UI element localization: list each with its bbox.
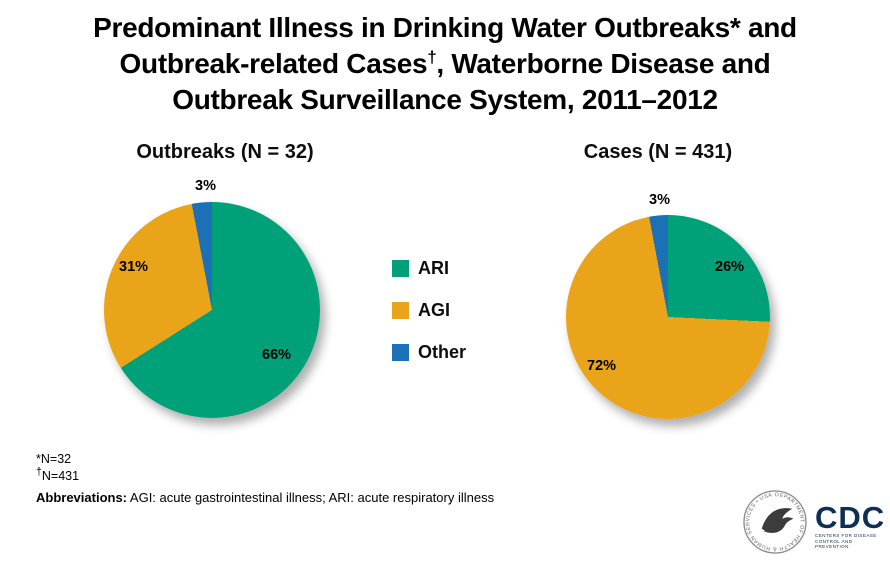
cases-other-percent-label: 3% — [649, 192, 670, 208]
cdc-logo-text: CDC — [815, 500, 886, 535]
footnote-n431-text: N=431 — [41, 469, 80, 484]
ari-legend-label: ARI — [418, 258, 449, 278]
footnote-n431: †N=431 — [36, 466, 79, 483]
cdc-caption-line-2: CONTROL AND PREVENTION — [815, 538, 853, 550]
hhs-eagle-seal-icon: DEPARTMENT OF HEALTH & HUMAN SERVICES • … — [743, 490, 807, 554]
footnote-n32: *N=32 — [36, 452, 71, 466]
legend-item-ari: ARI — [392, 258, 449, 279]
footnote-dagger: † — [36, 466, 42, 478]
hhs-logo: DEPARTMENT OF HEALTH & HUMAN SERVICES • … — [742, 489, 808, 560]
other-legend-label: Other — [418, 342, 467, 362]
agi-legend-label: AGI — [418, 300, 451, 320]
outbreaks-other-percent-label: 3% — [195, 178, 216, 194]
footnote-asterisk: * — [36, 452, 41, 466]
outbreaks-pie-chart — [104, 202, 320, 418]
title-line-2-post: , Waterborne Disease and — [436, 48, 771, 79]
other-legend-swatch — [392, 344, 409, 361]
agi-legend-swatch — [392, 302, 409, 319]
legend-item-agi: AGI — [392, 300, 450, 321]
outbreaks-ari-percent-label: 66% — [262, 347, 292, 363]
title-line-2-pre: Outbreak-related Cases — [119, 48, 428, 79]
footnote-n32-text: N=32 — [40, 452, 72, 466]
title-dagger: † — [427, 47, 437, 67]
ari-legend-swatch — [392, 260, 409, 277]
cdc-logo: CDC CENTERS FOR DISEASE CONTROL AND PREV… — [815, 500, 886, 550]
title-line-1: Predominant Illness in Drinking Water Ou… — [93, 12, 797, 43]
legend-item-other: Other — [392, 342, 466, 363]
abbreviations-text: AGI: acute gastrointestinal illness; ARI… — [127, 490, 495, 505]
outbreaks-agi-percent-label: 31% — [119, 259, 149, 275]
abbreviations-note: Abbreviations: AGI: acute gastrointestin… — [36, 490, 494, 505]
outbreaks-chart-title: Outbreaks (N = 32) — [136, 141, 314, 163]
slide-title: Predominant Illness in Drinking Water Ou… — [0, 10, 890, 118]
cases-pie-chart — [566, 215, 770, 419]
abbreviations-label: Abbreviations: — [36, 490, 128, 505]
cases-chart-title: Cases (N = 431) — [583, 141, 733, 163]
cases-ari-percent-label: 26% — [715, 259, 745, 275]
title-line-3: Outbreak Surveillance System, 2011–2012 — [172, 84, 718, 115]
cases-agi-percent-label: 72% — [587, 358, 617, 374]
cdc-caption-line-1: CENTERS FOR DISEASE — [815, 533, 877, 538]
